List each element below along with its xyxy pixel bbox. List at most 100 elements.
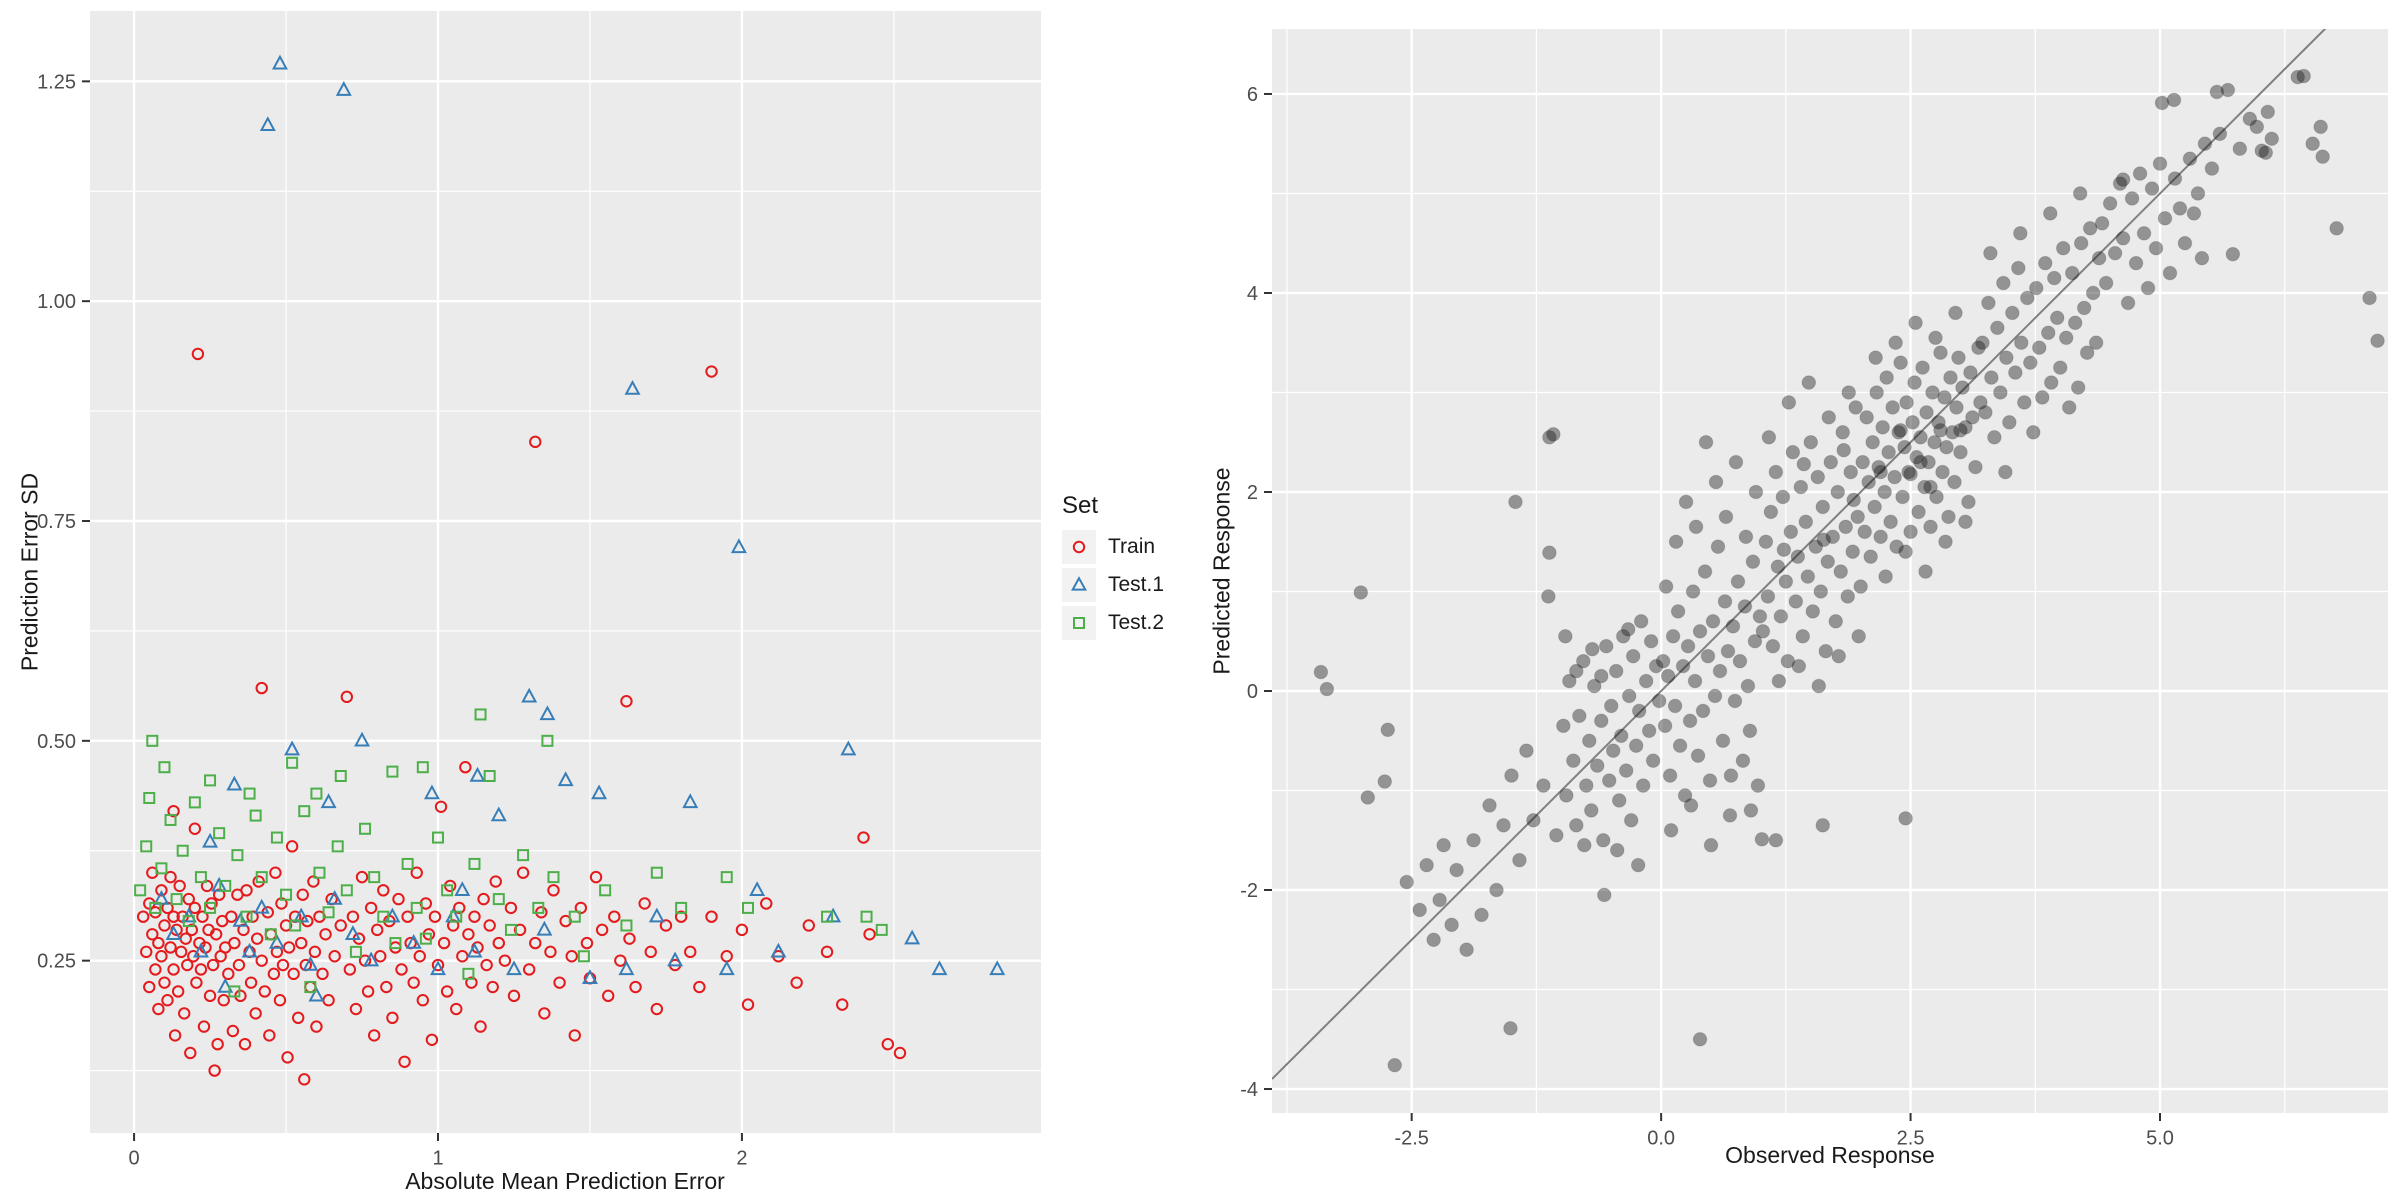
data-point-dot: [2190, 186, 2206, 201]
data-point-dot: [1771, 673, 1787, 689]
data-point-square: [468, 857, 481, 870]
data-point-dot: [1808, 539, 1824, 555]
data-point-circle: [319, 928, 332, 941]
data-point-circle: [285, 840, 299, 853]
data-point-circle: [380, 980, 393, 994]
data-point-dot: [1641, 723, 1657, 739]
data-point-dot: [1695, 703, 1711, 719]
data-point-dot: [1542, 429, 1557, 445]
data-point-circle: [857, 831, 870, 844]
data-point-circle: [334, 919, 347, 932]
data-point-dot: [2112, 176, 2128, 191]
right-scatter-plot: -2.5 0.0 2.5 5.0 -4 -2 0 2 4 6: [1240, 29, 2388, 1150]
data-point-dot: [1780, 653, 1796, 669]
data-point-circle: [401, 910, 414, 923]
data-point-dot: [2194, 250, 2210, 266]
data-point-dot: [1978, 405, 1993, 420]
data-point-circle: [246, 910, 259, 923]
data-point-triangle: [241, 942, 258, 958]
series-predictions: [1313, 68, 2385, 1073]
legend-label-test1: Test.1: [1108, 573, 1165, 596]
data-point-dot: [1586, 678, 1602, 694]
data-point-dot: [1605, 743, 1621, 759]
data-point-dot: [1983, 245, 1998, 261]
data-point-dot: [1631, 703, 1647, 719]
y-tick-label: -2: [1240, 880, 1258, 902]
data-point-circle: [291, 1011, 305, 1025]
data-point-dot: [1705, 614, 1721, 629]
data-point-dot: [1489, 882, 1504, 898]
data-point-square: [720, 871, 733, 884]
data-point-square: [386, 765, 399, 778]
data-point-dot: [1917, 479, 1932, 495]
data-point-circle: [152, 1002, 165, 1016]
data-point-triangle: [354, 731, 370, 747]
data-point-square: [340, 884, 353, 897]
data-point-triangle: [536, 920, 553, 936]
data-point-circle: [173, 879, 186, 893]
data-point-circle: [226, 1024, 240, 1038]
data-point-dot: [1723, 768, 1739, 783]
data-point-dot: [1830, 484, 1846, 500]
data-point-circle: [705, 910, 718, 923]
data-point-dot: [2182, 151, 2198, 166]
data-point-dot: [1360, 790, 1376, 805]
data-point-dot: [1823, 454, 1839, 470]
data-point-dot: [1887, 469, 1902, 485]
data-point-dot: [1601, 773, 1617, 788]
data-point-dot: [1569, 663, 1584, 679]
data-point-dot: [1857, 524, 1872, 540]
data-point-dot: [1803, 434, 1819, 450]
data-point-triangle: [521, 687, 538, 703]
data-point-circle: [504, 901, 518, 915]
data-point-dot: [1875, 420, 1890, 435]
data-point-dot: [2011, 260, 2026, 276]
data-point-dot: [1907, 375, 1922, 390]
data-point-square: [310, 787, 323, 800]
data-point-square: [377, 910, 390, 923]
data-point-square: [450, 910, 463, 923]
data-point-dot: [1660, 668, 1676, 684]
data-point-square: [249, 809, 262, 822]
data-point-dot: [1931, 415, 1946, 430]
data-point-triangle: [430, 960, 446, 976]
data-point-dot: [2329, 221, 2344, 236]
data-point-dot: [2025, 424, 2041, 440]
data-point-dot: [2098, 275, 2114, 291]
data-point-circle: [212, 888, 226, 901]
data-point-dot: [1893, 423, 1908, 438]
data-point-dot: [1796, 456, 1812, 472]
data-point-circle: [217, 994, 230, 1007]
data-point-dot: [1897, 439, 1912, 455]
data-point-circle: [136, 910, 150, 923]
data-point-square: [416, 761, 429, 774]
data-point-circle: [459, 761, 472, 774]
data-point-dot: [1715, 733, 1731, 749]
data-point-circle: [171, 985, 185, 998]
data-point-dot: [1765, 638, 1781, 654]
data-point-triangle: [539, 705, 556, 721]
data-point-dot: [1754, 831, 1770, 847]
data-point-square: [432, 831, 445, 844]
data-point-dot: [1683, 798, 1699, 813]
data-point-dot: [1836, 442, 1852, 458]
data-point-dot: [1556, 718, 1571, 734]
data-point-dot: [1615, 628, 1631, 644]
data-point-dot: [1831, 648, 1847, 664]
data-point-circle: [507, 989, 521, 1003]
data-point-dot: [1833, 564, 1849, 579]
data-point-dot: [1503, 1021, 1518, 1036]
series-Test.2: [134, 708, 888, 998]
data-point-circle: [244, 976, 258, 989]
data-point-dot: [2362, 290, 2377, 306]
data-point-circle: [209, 928, 223, 941]
data-point-dot: [1760, 589, 1776, 604]
data-point-dot: [1846, 492, 1861, 508]
x-tick-label: 5.0: [2146, 1128, 2174, 1150]
legend-label-train: Train: [1108, 535, 1156, 558]
data-point-square: [286, 756, 299, 769]
data-point-dot: [1888, 335, 1903, 351]
data-point-dot: [1566, 753, 1581, 768]
data-point-dot: [1643, 633, 1659, 649]
data-point-dot: [1675, 658, 1691, 674]
